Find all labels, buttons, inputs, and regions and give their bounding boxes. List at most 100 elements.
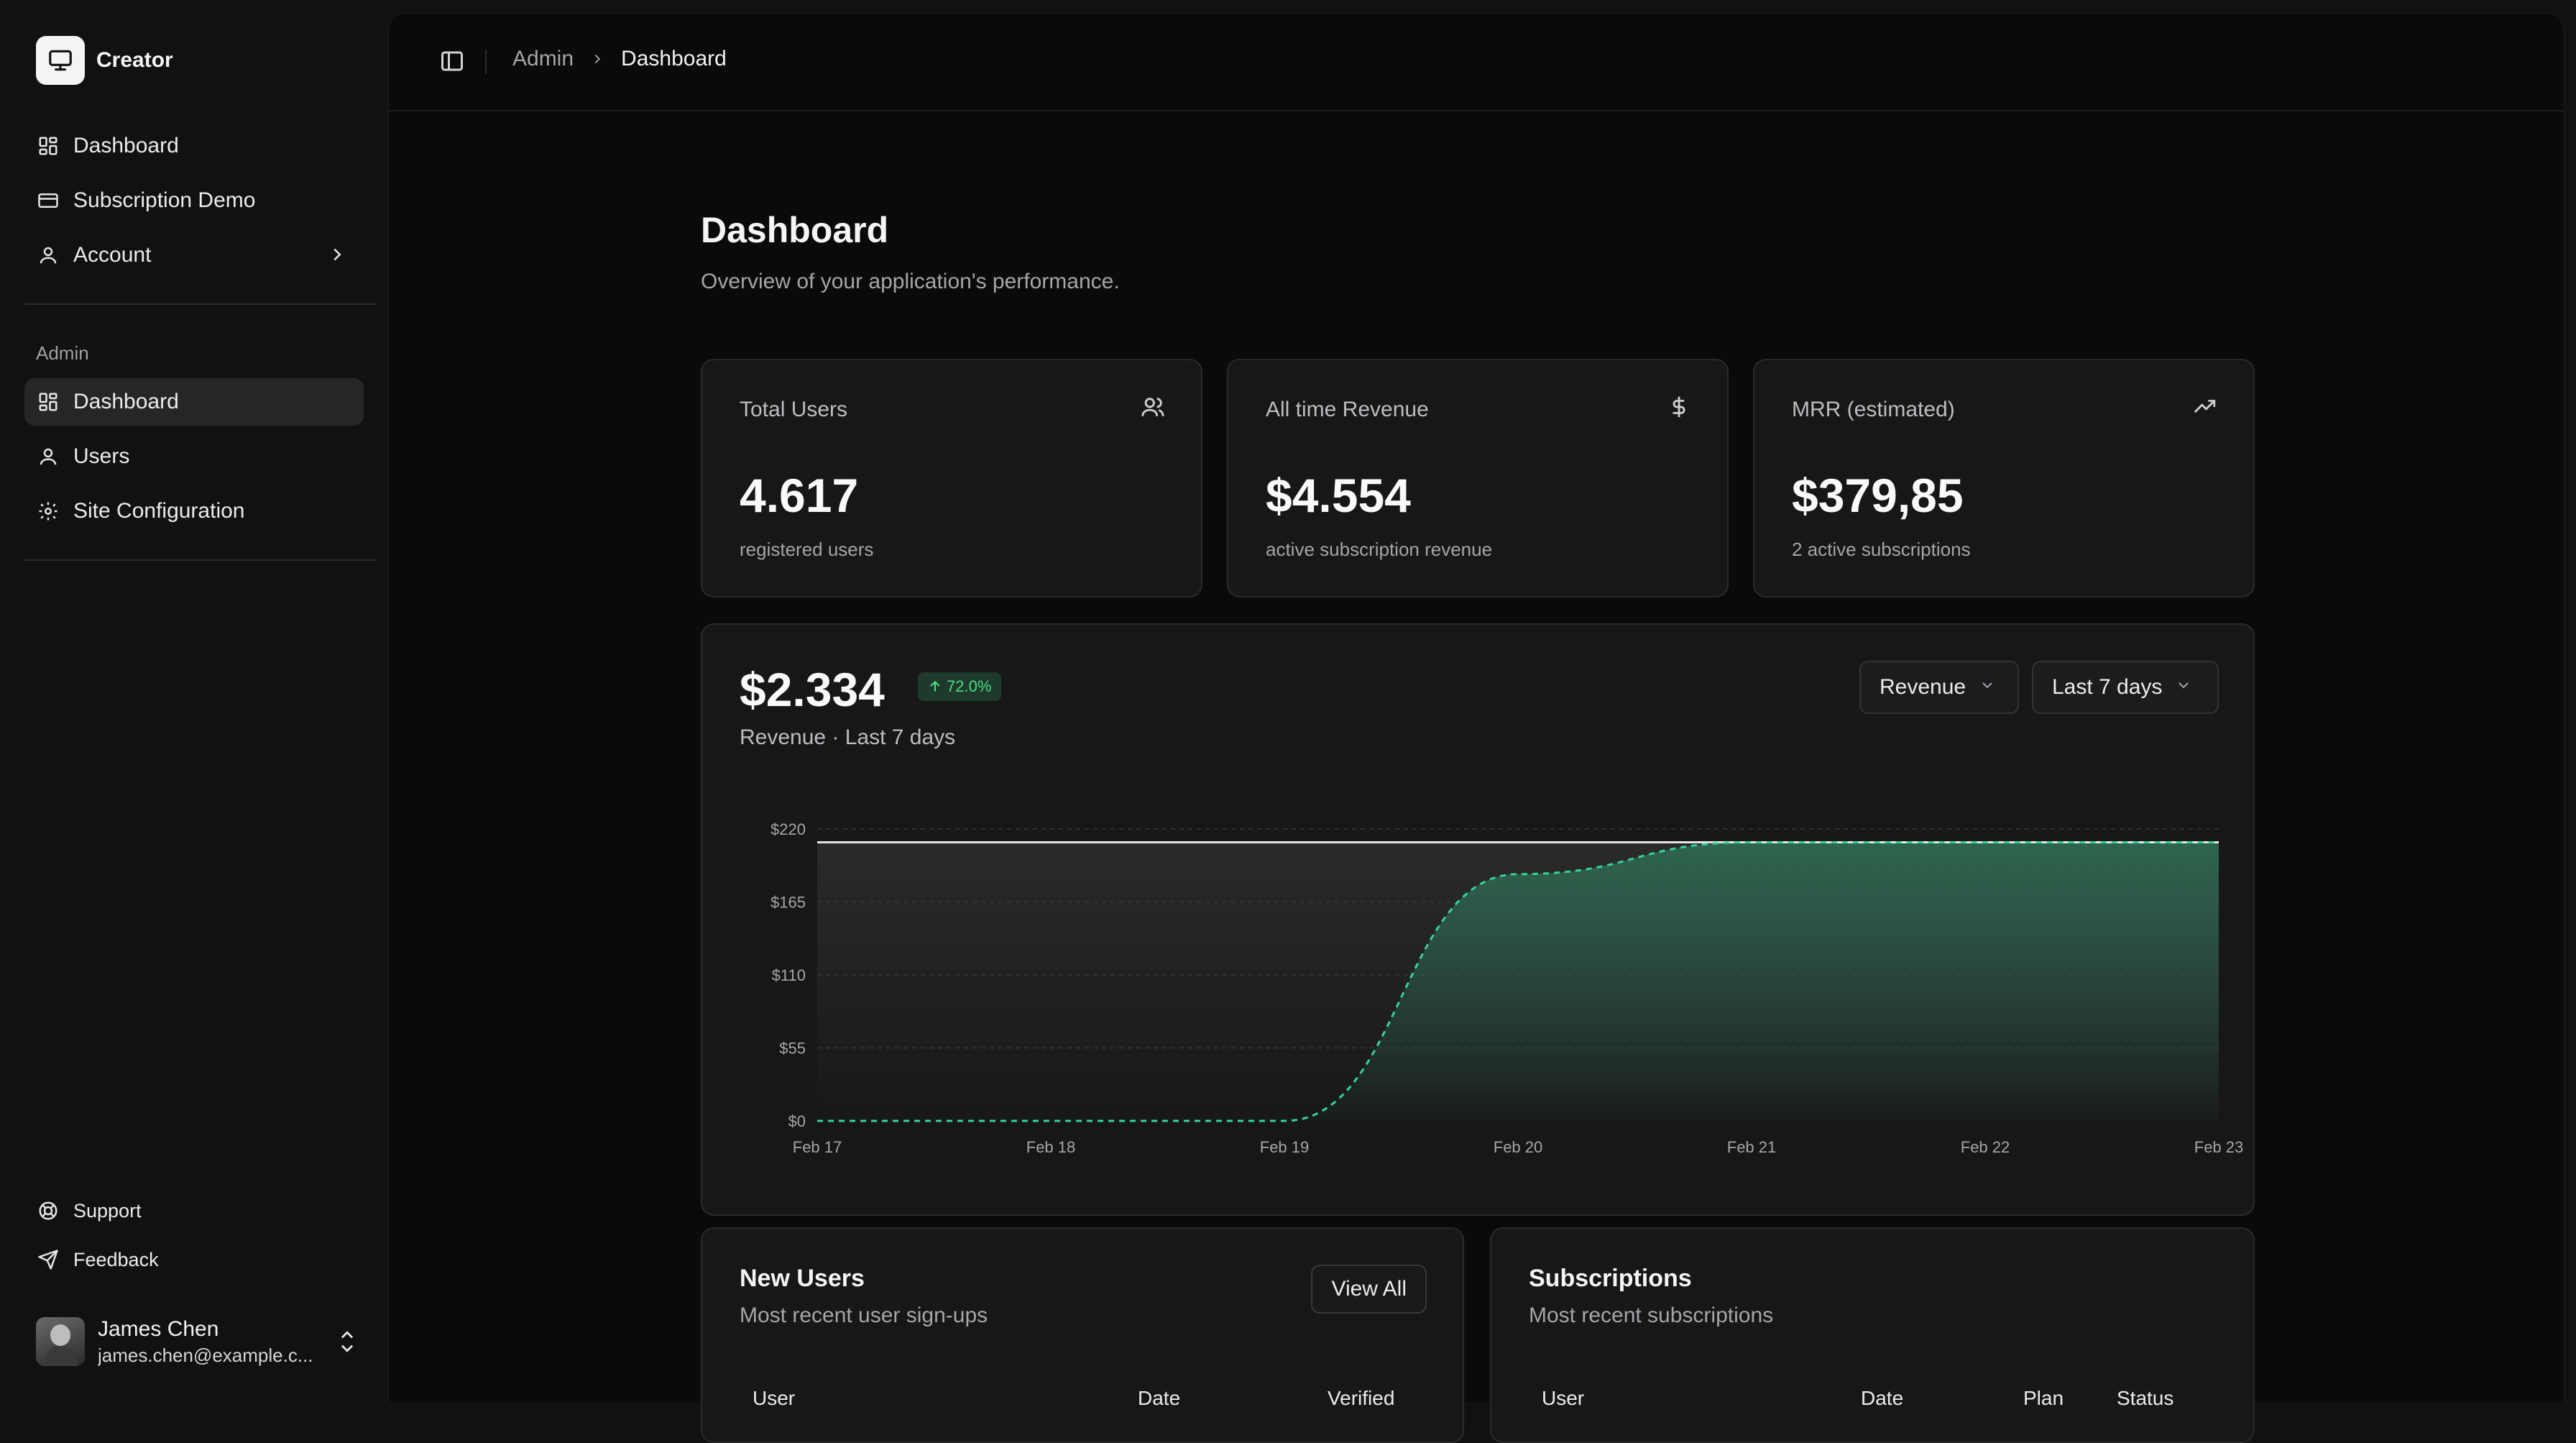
stat-label: MRR (estimated) [1792, 398, 1955, 421]
change-badge: 72.0% [918, 672, 1002, 701]
breadcrumb: Admin Dashboard [512, 47, 727, 71]
send-icon [36, 1247, 60, 1272]
x-tick-label: Feb 23 [2194, 1138, 2244, 1156]
page-subtitle: Overview of your application's performan… [701, 270, 1120, 293]
brand[interactable]: Creator [36, 36, 173, 85]
column-header: User [753, 1387, 796, 1409]
y-tick-label: $165 [770, 894, 806, 912]
x-tick-label: Feb 22 [1961, 1138, 2010, 1156]
gear-icon [36, 499, 60, 523]
users-icon [1141, 395, 1165, 423]
chevron-right-icon [326, 244, 348, 271]
column-header: User [1542, 1387, 1585, 1409]
sidebar-toggle-icon[interactable] [439, 48, 465, 78]
sidebar-item-label: Dashboard [73, 134, 179, 157]
monitor-icon [36, 36, 85, 85]
column-header: Plan [2023, 1387, 2064, 1409]
sidebar-item-support[interactable]: Support [24, 1191, 364, 1231]
sidebar-divider [24, 303, 377, 305]
stat-label: Total Users [740, 398, 848, 421]
subscriptions-title: Subscriptions [1529, 1265, 1692, 1292]
page-title: Dashboard [701, 210, 889, 250]
column-header: Status [2117, 1387, 2174, 1409]
sidebar: Creator Dashboard Subscription Demo Acco… [0, 0, 388, 1401]
stat-value: $4.554 [1266, 469, 1411, 522]
main-content: Admin Dashboard Dashboard Overview of yo… [388, 13, 2564, 1443]
column-header: Verified [1328, 1387, 1395, 1409]
sidebar-item-admin-dashboard[interactable]: Dashboard [24, 378, 364, 426]
view-all-button[interactable]: View All [1311, 1265, 1427, 1314]
topbar: Admin Dashboard [389, 14, 2564, 111]
x-tick-label: Feb 21 [1727, 1138, 1777, 1156]
chevrons-up-down-icon [335, 1327, 359, 1360]
new-users-title: New Users [740, 1265, 865, 1292]
breadcrumb-admin[interactable]: Admin [512, 47, 574, 70]
new-users-subtitle: Most recent user sign-ups [740, 1304, 988, 1327]
range-select-value: Last 7 days [2052, 675, 2163, 699]
sidebar-item-dashboard[interactable]: Dashboard [24, 122, 364, 170]
x-tick-label: Feb 19 [1260, 1138, 1310, 1156]
subscriptions-subtitle: Most recent subscriptions [1529, 1304, 1774, 1327]
column-header: Date [1138, 1387, 1181, 1409]
stat-sub: active subscription revenue [1266, 539, 1493, 560]
sidebar-group-admin: Admin [36, 342, 89, 364]
chevron-right-icon [589, 51, 605, 67]
y-tick-label: $220 [770, 820, 806, 838]
sidebar-item-label: Subscription Demo [73, 188, 256, 212]
sidebar-item-feedback[interactable]: Feedback [24, 1240, 364, 1280]
sidebar-item-label: Feedback [73, 1248, 159, 1270]
user-menu[interactable]: James Chen james.chen@example.c... [36, 1314, 359, 1369]
revenue-value: $2.334 [740, 663, 885, 716]
sidebar-item-label: Dashboard [73, 390, 179, 413]
user-icon [36, 444, 60, 469]
breadcrumb-current: Dashboard [621, 47, 727, 70]
stat-card-revenue: All time Revenue $4.554 active subscript… [1227, 359, 1729, 597]
sidebar-item-label: Users [73, 444, 130, 468]
stat-sub: registered users [740, 539, 874, 560]
metric-select[interactable]: Revenue [1859, 661, 2019, 714]
user-name: James Chen [98, 1316, 219, 1341]
stat-card-total-users: Total Users 4.617 registered users [701, 359, 1202, 597]
sidebar-item-subscription-demo[interactable]: Subscription Demo [24, 177, 364, 224]
user-email: james.chen@example.c... [98, 1344, 313, 1366]
y-tick-label: $0 [788, 1112, 806, 1130]
sidebar-item-label: Support [73, 1199, 142, 1222]
topbar-separator [485, 50, 487, 74]
brand-name: Creator [96, 48, 173, 72]
stat-value: 4.617 [740, 469, 859, 522]
revenue-subtitle: Revenue · Last 7 days [740, 725, 956, 749]
life-buoy-icon [36, 1199, 60, 1223]
x-tick-label: Feb 18 [1026, 1138, 1076, 1156]
change-value: 72.0% [947, 677, 992, 695]
avatar [36, 1317, 85, 1366]
sidebar-item-site-configuration[interactable]: Site Configuration [24, 487, 364, 535]
y-tick-label: $110 [772, 966, 806, 984]
sidebar-divider [24, 559, 377, 561]
sidebar-item-account[interactable]: Account [24, 232, 364, 279]
trending-up-icon [2193, 395, 2217, 423]
chevron-down-icon [2175, 675, 2192, 700]
credit-card-icon [36, 188, 60, 213]
y-tick-label: $55 [779, 1040, 806, 1058]
arrow-up-icon [928, 679, 942, 694]
range-select[interactable]: Last 7 days [2032, 661, 2219, 714]
x-tick-label: Feb 20 [1494, 1138, 1543, 1156]
stat-value: $379,85 [1792, 469, 1964, 522]
column-header: Date [1861, 1387, 1904, 1409]
user-icon [36, 243, 60, 267]
dollar-icon [1667, 395, 1691, 423]
revenue-chart-card: $2.334 72.0% Revenue · Last 7 days Reven… [701, 623, 2255, 1216]
new-users-card: New Users Most recent user sign-ups View… [701, 1227, 1464, 1443]
metric-select-value: Revenue [1880, 675, 1966, 699]
layout-grid-icon [36, 134, 60, 158]
stat-card-mrr: MRR (estimated) $379,85 2 active subscri… [1753, 359, 2255, 597]
x-tick-label: Feb 17 [793, 1138, 842, 1156]
chevron-down-icon [1979, 675, 1996, 700]
series-1-area [817, 842, 2219, 1121]
sidebar-item-label: Site Configuration [73, 499, 245, 523]
stat-sub: 2 active subscriptions [1792, 539, 1971, 560]
sidebar-item-users[interactable]: Users [24, 433, 364, 480]
revenue-chart: $0 $55 $110 $165 $220 Feb 17 Feb 18 Feb 19 Feb 2… [770, 820, 2244, 1156]
sidebar-item-label: Account [73, 243, 152, 267]
subscriptions-card: Subscriptions Most recent subscriptions … [1490, 1227, 2255, 1443]
